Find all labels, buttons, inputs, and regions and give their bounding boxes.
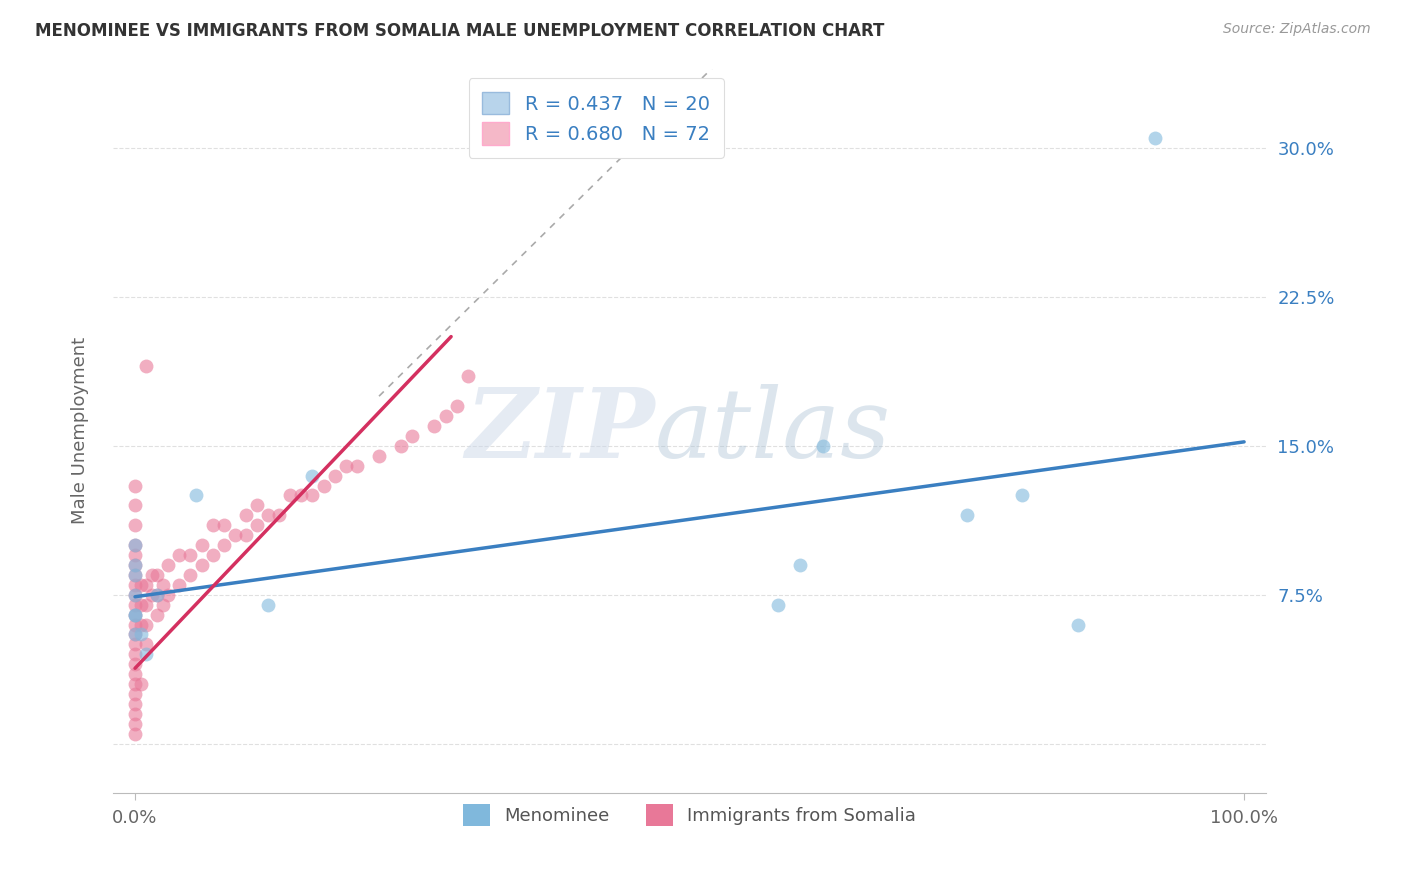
Point	[1144, 131, 1167, 145]
Point	[157, 588, 180, 602]
Point	[124, 558, 146, 572]
Point	[269, 508, 291, 523]
Point	[190, 538, 212, 552]
Point	[956, 508, 979, 523]
Legend: Menominee, Immigrants from Somalia: Menominee, Immigrants from Somalia	[454, 795, 925, 835]
Point	[124, 697, 146, 711]
Point	[157, 558, 180, 572]
Point	[184, 488, 207, 502]
Point	[152, 598, 174, 612]
Point	[124, 617, 146, 632]
Point	[457, 369, 479, 384]
Point	[235, 528, 257, 542]
Point	[124, 648, 146, 662]
Point	[235, 508, 257, 523]
Point	[246, 518, 269, 533]
Point	[1011, 488, 1033, 502]
Point	[129, 617, 152, 632]
Point	[146, 607, 169, 622]
Point	[135, 637, 157, 651]
Point	[246, 499, 269, 513]
Point	[124, 727, 146, 741]
Point	[301, 488, 323, 502]
Point	[146, 588, 169, 602]
Point	[335, 458, 357, 473]
Point	[789, 558, 811, 572]
Point	[312, 478, 335, 492]
Point	[129, 598, 152, 612]
Point	[278, 488, 301, 502]
Point	[257, 508, 280, 523]
Point	[446, 399, 468, 413]
Point	[124, 588, 146, 602]
Point	[129, 578, 152, 592]
Point	[290, 488, 312, 502]
Point	[124, 478, 146, 492]
Point	[201, 518, 224, 533]
Point	[124, 558, 146, 572]
Point	[135, 617, 157, 632]
Point	[212, 538, 235, 552]
Point	[124, 607, 146, 622]
Point	[124, 578, 146, 592]
Point	[190, 558, 212, 572]
Point	[423, 419, 446, 434]
Point	[124, 667, 146, 681]
Point	[124, 607, 146, 622]
Point	[323, 468, 346, 483]
Point	[257, 598, 280, 612]
Point	[141, 588, 163, 602]
Point	[212, 518, 235, 533]
Point	[129, 677, 152, 691]
Point	[124, 538, 146, 552]
Y-axis label: Male Unemployment: Male Unemployment	[72, 337, 89, 524]
Point	[135, 578, 157, 592]
Point	[124, 607, 146, 622]
Point	[201, 548, 224, 562]
Point	[135, 598, 157, 612]
Point	[768, 598, 790, 612]
Point	[124, 716, 146, 731]
Point	[129, 627, 152, 641]
Point	[124, 598, 146, 612]
Point	[124, 687, 146, 701]
Point	[124, 548, 146, 562]
Point	[179, 568, 201, 582]
Point	[811, 439, 834, 453]
Point	[135, 359, 157, 374]
Point	[124, 588, 146, 602]
Point	[124, 637, 146, 651]
Point	[152, 578, 174, 592]
Point	[301, 468, 323, 483]
Point	[141, 568, 163, 582]
Point	[124, 657, 146, 672]
Point	[124, 499, 146, 513]
Point	[1067, 617, 1090, 632]
Point	[124, 518, 146, 533]
Text: Source: ZipAtlas.com: Source: ZipAtlas.com	[1223, 22, 1371, 37]
Point	[124, 677, 146, 691]
Point	[224, 528, 246, 542]
Point	[146, 568, 169, 582]
Point	[124, 706, 146, 721]
Text: MENOMINEE VS IMMIGRANTS FROM SOMALIA MALE UNEMPLOYMENT CORRELATION CHART: MENOMINEE VS IMMIGRANTS FROM SOMALIA MAL…	[35, 22, 884, 40]
Point	[169, 578, 191, 592]
Point	[179, 548, 201, 562]
Text: atlas: atlas	[655, 384, 891, 478]
Point	[135, 648, 157, 662]
Point	[368, 449, 391, 463]
Point	[389, 439, 412, 453]
Point	[169, 548, 191, 562]
Point	[124, 627, 146, 641]
Point	[124, 538, 146, 552]
Point	[124, 568, 146, 582]
Point	[124, 568, 146, 582]
Point	[346, 458, 368, 473]
Point	[401, 429, 423, 443]
Point	[146, 588, 169, 602]
Point	[434, 409, 457, 423]
Text: ZIP: ZIP	[465, 384, 655, 478]
Point	[124, 627, 146, 641]
